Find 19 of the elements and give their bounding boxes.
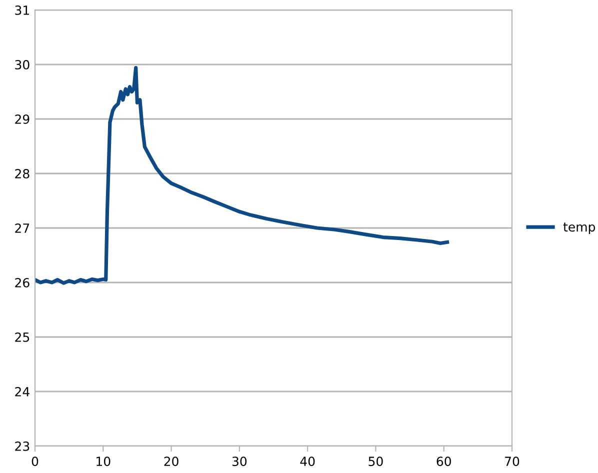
x-tick-label: 50 [368,456,383,466]
x-tick-label: 20 [164,456,178,466]
y-tick-label: 25 [15,332,30,342]
y-tick-label: 30 [15,60,30,70]
x-tick-label: 60 [436,456,451,466]
x-tick-label: 70 [505,456,520,466]
x-tick-label: 0 [32,456,38,466]
y-tick-label: 29 [15,114,30,124]
y-tick-label: 24 [15,386,30,396]
x-tick-label: 40 [300,456,315,466]
y-tick-label: 23 [15,441,30,451]
legend-label: temp [563,222,596,234]
x-tick-label: 30 [232,456,247,466]
x-tick-label: 10 [96,456,110,466]
y-tick-label: 28 [15,168,30,178]
line-series [35,66,450,285]
y-tick-label: 27 [15,223,30,233]
y-tick-label: 26 [15,278,30,288]
y-tick-label: 31 [15,5,29,15]
